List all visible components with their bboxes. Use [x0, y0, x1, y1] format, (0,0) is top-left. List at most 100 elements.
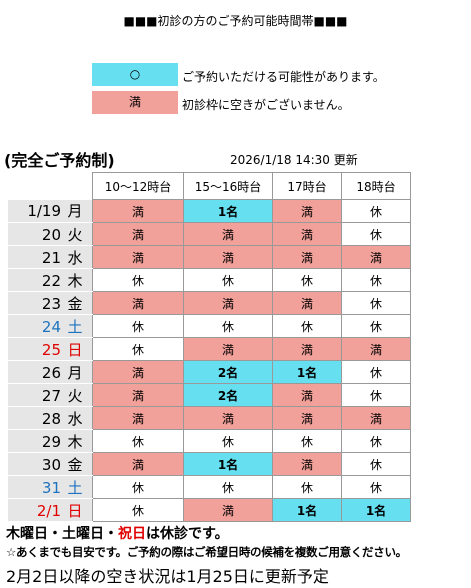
weekday: 金	[67, 294, 83, 313]
slot: 満	[183, 406, 273, 430]
row: 28 水満満満満	[8, 406, 411, 430]
slot: 満	[272, 452, 342, 476]
slot: 満	[92, 406, 184, 430]
slot: 休	[341, 452, 411, 476]
date-cell: 23 金	[8, 291, 93, 315]
weekday: 火	[67, 225, 83, 244]
slot: 満	[341, 406, 411, 430]
slot: 満	[272, 337, 342, 361]
slot: 休	[341, 222, 411, 246]
weekday: 月	[67, 363, 83, 382]
slot: 1名	[272, 498, 342, 522]
slot: 満	[272, 222, 342, 246]
slot: 満	[183, 245, 273, 269]
date-cell: 29 木	[8, 429, 93, 453]
slot: 休	[341, 268, 411, 292]
slot: 休	[341, 383, 411, 407]
slot: 満	[183, 498, 273, 522]
row: 30 金満 1名満休	[8, 452, 411, 476]
slot: 休	[183, 268, 273, 292]
schedule-table: 10～12時台 15～16時台 17時台 18時台 1/19 月満 1名満休 20 火満満満休 2…	[8, 172, 411, 522]
slot: 休	[92, 429, 184, 453]
slot: 満	[183, 222, 273, 246]
date: 25	[41, 340, 61, 359]
caution-note: ☆あくまでも目安です。ご予約の際はご希望日時の候補を複数ご用意ください。	[6, 545, 407, 559]
date-cell: 1/19 月	[8, 199, 93, 223]
subtitle: (完全ご予約制)	[4, 151, 115, 170]
row: 26 月満 2名 1名休	[8, 360, 411, 384]
slot: 休	[272, 475, 342, 499]
note-part: 木曜日・土曜日・	[6, 526, 118, 542]
date: 2/1	[36, 501, 61, 520]
slot: 休	[92, 475, 184, 499]
weekday: 水	[67, 248, 83, 267]
date-cell: 20 火	[8, 222, 93, 246]
column-header: 15～16時台	[183, 172, 273, 200]
slot: 満	[92, 245, 184, 269]
slot: 満	[341, 337, 411, 361]
legend-swatch: 満	[92, 91, 178, 114]
slot: 休	[92, 498, 184, 522]
slot: 休	[183, 475, 273, 499]
date-cell: 28 水	[8, 406, 93, 430]
date-cell: 21 水	[8, 245, 93, 269]
slot: 満	[272, 245, 342, 269]
date: 22	[41, 271, 61, 290]
date-cell: 2/1 日	[8, 498, 93, 522]
slot: 満	[341, 245, 411, 269]
slot: 休	[341, 314, 411, 338]
row: 29 木休休休休	[8, 429, 411, 453]
slot: 休	[341, 475, 411, 499]
updated: 2026/1/18 14:30 更新	[230, 153, 358, 167]
slot: 満	[272, 291, 342, 315]
weekday: 日	[67, 340, 83, 359]
next-update-note: 2月2日以降の空き状況は1月25日に更新予定	[6, 567, 329, 586]
date-cell: 27 火	[8, 383, 93, 407]
slot: 満	[92, 452, 184, 476]
slot: 満	[92, 360, 184, 384]
slot: 1名	[183, 452, 273, 476]
legend-text: 初診枠に空きがございません。	[182, 98, 350, 112]
slot: 1名	[341, 498, 411, 522]
slot: 休	[92, 337, 184, 361]
row: 24 土休休休休	[8, 314, 411, 338]
slot: 休	[272, 314, 342, 338]
column-header: 18時台	[341, 172, 411, 200]
date-cell: 24 土	[8, 314, 93, 338]
date: 27	[41, 386, 61, 405]
slot: 休	[92, 268, 184, 292]
row: 31 土休休休休	[8, 475, 411, 499]
weekday: 火	[67, 386, 83, 405]
slot: 2名	[183, 383, 273, 407]
slot: 満	[272, 383, 342, 407]
slot: 満	[272, 199, 342, 223]
slot: 休	[183, 314, 273, 338]
date: 29	[41, 432, 61, 451]
closed-days-note: 木曜日・土曜日・祝日は休診です。	[6, 523, 229, 543]
row: 21 水満満満満	[8, 245, 411, 269]
title: ■■■初診の方のご予約可能時間帯■■■	[123, 14, 348, 28]
slot: 休	[341, 291, 411, 315]
slot: 休	[272, 429, 342, 453]
column-header: 17時台	[272, 172, 342, 200]
date-cell: 31 土	[8, 475, 93, 499]
slot: 満	[272, 406, 342, 430]
slot: 満	[92, 222, 184, 246]
weekday: 木	[67, 432, 83, 451]
weekday: 木	[67, 271, 83, 290]
slot: 休	[183, 429, 273, 453]
date: 20	[41, 225, 61, 244]
slot: 満	[92, 383, 184, 407]
weekday: 月	[67, 202, 83, 221]
row: 2/1 日休満 1名 1名	[8, 498, 411, 522]
slot: 満	[183, 337, 273, 361]
date: 21	[41, 248, 61, 267]
legend-swatch: ○	[92, 63, 178, 86]
slot: 満	[92, 199, 184, 223]
date: 31	[41, 478, 61, 497]
slot: 休	[272, 268, 342, 292]
slot: 休	[341, 199, 411, 223]
weekday: 水	[67, 409, 83, 428]
date: 23	[41, 294, 61, 313]
slot: 休	[92, 314, 184, 338]
